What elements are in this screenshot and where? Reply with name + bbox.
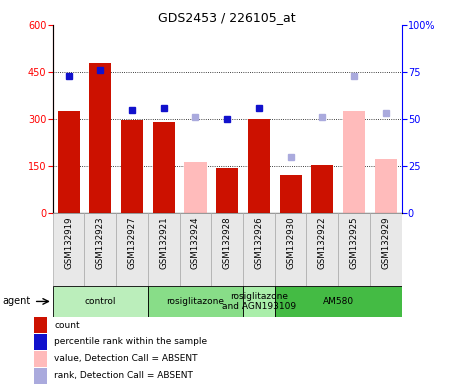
Bar [57,111,80,213]
Bar [307,213,338,286]
Text: count: count [54,321,79,330]
Bar [248,119,270,213]
Bar [179,213,211,286]
Bar [116,213,148,286]
Bar [148,213,179,286]
Text: rank, Detection Call = ABSENT: rank, Detection Call = ABSENT [54,371,193,380]
Bar [370,213,402,286]
Text: rosiglitazone
and AGN193109: rosiglitazone and AGN193109 [222,292,296,311]
Bar [343,111,365,213]
Text: GSM132922: GSM132922 [318,217,327,270]
Text: GSM132919: GSM132919 [64,217,73,269]
Bar [275,286,402,317]
Bar [53,286,148,317]
Bar [89,63,112,213]
Bar [84,213,116,286]
Bar [34,317,46,333]
Bar [153,122,175,213]
Bar [280,175,302,213]
Bar [34,367,46,384]
Text: GSM132928: GSM132928 [223,217,232,270]
Text: GSM132921: GSM132921 [159,217,168,270]
Text: percentile rank within the sample: percentile rank within the sample [54,338,207,346]
Text: agent: agent [2,296,31,306]
Title: GDS2453 / 226105_at: GDS2453 / 226105_at [158,11,296,24]
Bar [34,334,46,350]
Text: GSM132929: GSM132929 [381,217,390,269]
Bar [211,213,243,286]
Bar [53,213,84,286]
Text: AM580: AM580 [323,297,354,306]
Bar [338,213,370,286]
Bar [185,162,207,213]
Text: GSM132926: GSM132926 [254,217,263,270]
Text: control: control [84,297,116,306]
Text: GSM132925: GSM132925 [350,217,358,270]
Bar [275,213,307,286]
Bar [311,166,333,213]
Text: GSM132924: GSM132924 [191,217,200,270]
Bar [243,213,275,286]
Text: GSM132930: GSM132930 [286,217,295,270]
Bar [375,159,397,213]
Text: value, Detection Call = ABSENT: value, Detection Call = ABSENT [54,354,197,363]
Text: rosiglitazone: rosiglitazone [167,297,224,306]
Text: GSM132923: GSM132923 [96,217,105,270]
Bar [34,351,46,367]
Bar [148,286,243,317]
Bar [243,286,275,317]
Bar [216,168,238,213]
Bar [121,120,143,213]
Text: GSM132927: GSM132927 [128,217,137,270]
